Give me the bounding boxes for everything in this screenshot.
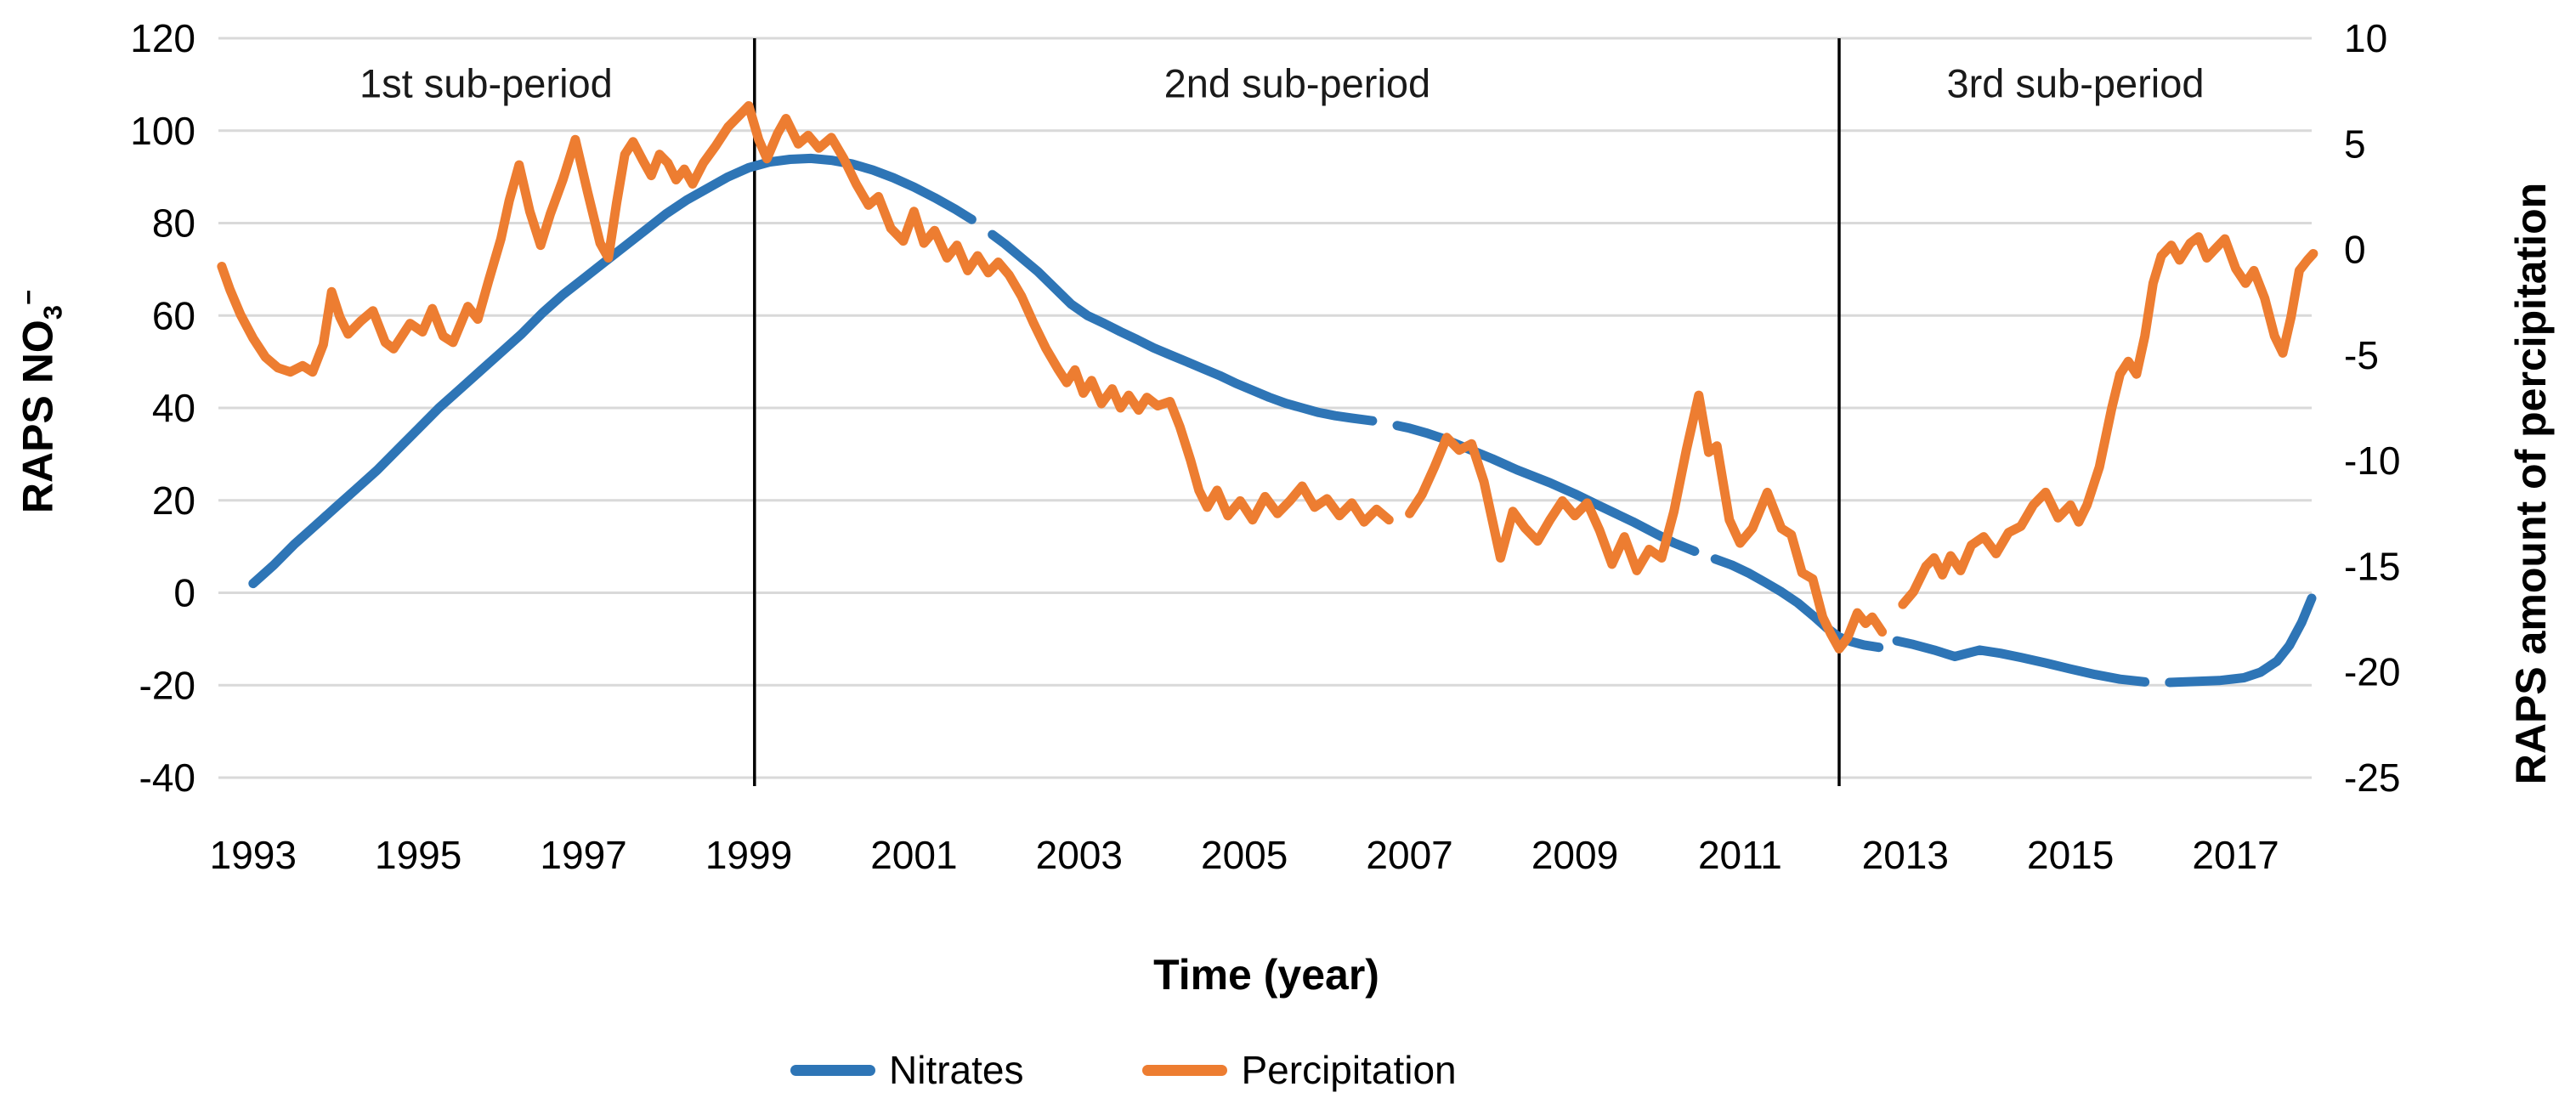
y-right-tick--25: -25 bbox=[2344, 756, 2400, 800]
y-left-tick--40: -40 bbox=[139, 756, 195, 800]
x-tick-1997: 1997 bbox=[540, 833, 626, 877]
period-label-1: 1st sub-period bbox=[360, 61, 613, 106]
x-tick-2005: 2005 bbox=[1201, 833, 1288, 877]
y-right-tick--5: -5 bbox=[2344, 333, 2379, 377]
x-tick-2001: 2001 bbox=[870, 833, 957, 877]
period-label-2: 2nd sub-period bbox=[1164, 61, 1431, 106]
legend-item-nitrates: Nitrates bbox=[790, 1047, 1023, 1093]
x-tick-1993: 1993 bbox=[210, 833, 297, 877]
y-right-tick-10: 10 bbox=[2344, 16, 2387, 60]
period-label-3: 3rd sub-period bbox=[1946, 61, 2204, 106]
series-line-nitrates bbox=[248, 153, 2317, 688]
y-right-tick--10: -10 bbox=[2344, 439, 2400, 483]
legend: Nitrates Percipitation bbox=[790, 1047, 1457, 1093]
y-axis-title-left-superscript: − bbox=[13, 289, 43, 306]
y-left-tick-100: 100 bbox=[130, 109, 195, 153]
y-left-tick-120: 120 bbox=[130, 16, 195, 60]
nitrates-line-swatch-icon bbox=[790, 1064, 875, 1076]
y-axis-title-left-subscript: 3 bbox=[37, 305, 68, 320]
legend-label-nitrates: Nitrates bbox=[889, 1048, 1024, 1092]
x-tick-2007: 2007 bbox=[1366, 833, 1452, 877]
legend-item-percipitation: Percipitation bbox=[1142, 1047, 1457, 1093]
x-tick-2013: 2013 bbox=[1862, 833, 1949, 877]
x-tick-2009: 2009 bbox=[1531, 833, 1618, 877]
y-right-tick--20: -20 bbox=[2344, 650, 2400, 694]
percipitation-line-swatch-icon bbox=[1142, 1064, 1228, 1076]
x-tick-1999: 1999 bbox=[705, 833, 792, 877]
series-line-percipitation bbox=[217, 101, 2318, 654]
y-right-tick-0: 0 bbox=[2344, 228, 2366, 272]
y-axis-title-right: RAPS amount of percipitation bbox=[2507, 182, 2555, 785]
y-axis-title-left: RAPS NO3− bbox=[14, 147, 69, 657]
x-tick-2015: 2015 bbox=[2027, 833, 2114, 877]
x-tick-1995: 1995 bbox=[375, 833, 461, 877]
x-axis-title: Time (year) bbox=[1153, 951, 1379, 999]
legend-label-percipitation: Percipitation bbox=[1241, 1048, 1457, 1092]
y-right-tick-5: 5 bbox=[2344, 122, 2366, 166]
y-left-tick-60: 60 bbox=[152, 293, 195, 337]
y-left-tick-40: 40 bbox=[152, 386, 195, 430]
y-left-tick-80: 80 bbox=[152, 201, 195, 246]
y-left-tick-20: 20 bbox=[152, 478, 195, 523]
y-axis-title-left-main: RAPS NO bbox=[14, 320, 62, 514]
x-tick-2011: 2011 bbox=[1698, 833, 1782, 877]
x-tick-2003: 2003 bbox=[1036, 833, 1123, 877]
y-right-tick--15: -15 bbox=[2344, 544, 2400, 588]
x-tick-2017: 2017 bbox=[2192, 833, 2279, 877]
y-left-tick-0: 0 bbox=[173, 571, 195, 615]
y-left-tick--20: -20 bbox=[139, 663, 195, 707]
